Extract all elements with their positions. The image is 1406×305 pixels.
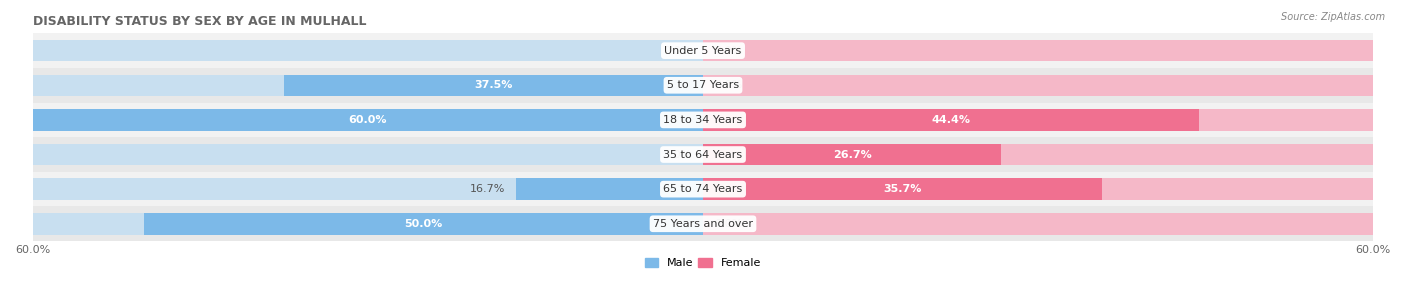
Bar (703, 109, 1199, 131)
Bar (516, 178, 703, 200)
Text: 50.0%: 50.0% (405, 219, 443, 229)
Text: Source: ZipAtlas.com: Source: ZipAtlas.com (1281, 12, 1385, 22)
Bar (32, 144, 703, 165)
Bar (32, 109, 703, 131)
Text: 0.0%: 0.0% (664, 46, 692, 56)
Text: 0.0%: 0.0% (664, 149, 692, 160)
Bar (32, 172, 1374, 206)
Text: 0.0%: 0.0% (714, 80, 742, 90)
Text: 26.7%: 26.7% (832, 149, 872, 160)
Bar (32, 213, 703, 235)
Bar (703, 40, 1374, 61)
Text: 44.4%: 44.4% (932, 115, 970, 125)
Text: 37.5%: 37.5% (474, 80, 513, 90)
Bar (145, 213, 703, 235)
Text: 0.0%: 0.0% (714, 46, 742, 56)
Text: 75 Years and over: 75 Years and over (652, 219, 754, 229)
Bar (32, 206, 1374, 241)
Text: 65 to 74 Years: 65 to 74 Years (664, 184, 742, 194)
Bar (703, 178, 1374, 200)
Bar (284, 74, 703, 96)
Bar (703, 74, 1374, 96)
Bar (32, 68, 1374, 102)
Legend: Male, Female: Male, Female (641, 253, 765, 273)
Bar (703, 109, 1374, 131)
Bar (703, 213, 1374, 235)
Bar (703, 144, 1374, 165)
Text: 5 to 17 Years: 5 to 17 Years (666, 80, 740, 90)
Bar (703, 178, 1102, 200)
Text: Under 5 Years: Under 5 Years (665, 46, 741, 56)
Bar (32, 109, 703, 131)
Bar (32, 74, 703, 96)
Text: 18 to 34 Years: 18 to 34 Years (664, 115, 742, 125)
Text: 35.7%: 35.7% (883, 184, 921, 194)
Bar (703, 144, 1001, 165)
Bar (32, 137, 1374, 172)
Bar (32, 102, 1374, 137)
Text: 60.0%: 60.0% (349, 115, 387, 125)
Bar (32, 178, 703, 200)
Text: 0.0%: 0.0% (714, 219, 742, 229)
Text: 16.7%: 16.7% (470, 184, 505, 194)
Bar (32, 33, 1374, 68)
Text: 35 to 64 Years: 35 to 64 Years (664, 149, 742, 160)
Text: DISABILITY STATUS BY SEX BY AGE IN MULHALL: DISABILITY STATUS BY SEX BY AGE IN MULHA… (32, 15, 366, 28)
Bar (32, 40, 703, 61)
